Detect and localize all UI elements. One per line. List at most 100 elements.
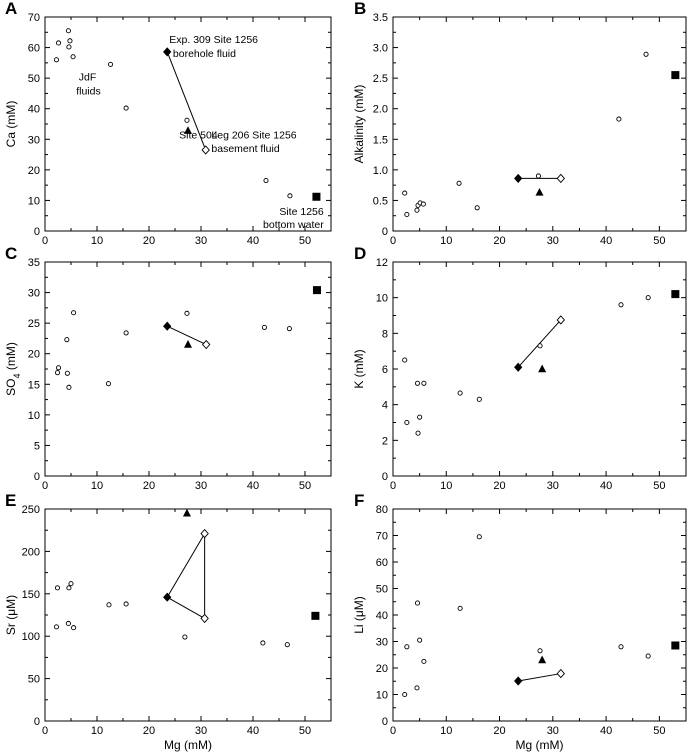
y-tick-label: 30 <box>376 637 388 649</box>
y-tick-label: 150 <box>22 589 40 601</box>
x-tick-label: 20 <box>493 480 505 492</box>
y-tick-label: 6 <box>382 364 388 376</box>
data-point-open-circle <box>414 600 421 606</box>
y-tick-label: 10 <box>376 690 388 702</box>
data-point-open-circle <box>66 44 72 50</box>
y-tick-label: 12 <box>376 257 388 269</box>
annotation-label: Site 504 <box>179 129 218 141</box>
y-tick-label: 35 <box>28 257 40 269</box>
x-tick-label: 40 <box>600 725 612 737</box>
data-point-open-circle <box>123 105 129 111</box>
data-point-filled-diamond <box>163 321 172 331</box>
y-tick-label: 1.5 <box>373 134 388 146</box>
data-point-filled-square <box>312 192 321 201</box>
x-tick-label: 40 <box>247 480 259 492</box>
plot-frame <box>44 261 332 477</box>
data-point-open-diamond <box>201 145 210 155</box>
data-point-open-diamond <box>200 613 209 624</box>
y-tick-label: 20 <box>376 663 388 675</box>
x-tick-label: 10 <box>91 480 103 492</box>
y-tick-label: 80 <box>376 504 388 516</box>
x-tick-label: 30 <box>195 725 207 737</box>
data-point-open-circle <box>105 381 111 387</box>
data-point-open-circle <box>414 380 421 386</box>
data-point-filled-diamond <box>514 362 523 372</box>
panel-letter: E <box>5 491 16 510</box>
data-point-filled-triangle <box>182 508 191 517</box>
data-point-open-circle <box>456 180 462 186</box>
data-point-open-circle <box>537 343 543 349</box>
y-tick-label: 1.0 <box>373 165 388 177</box>
y-tick-label: 0 <box>34 226 40 238</box>
x-axis-label: Mg (mM) <box>516 738 564 752</box>
y-axis-label: Li (μM) <box>352 596 366 634</box>
data-point-open-circle <box>645 295 651 301</box>
data-point-filled-diamond <box>163 47 172 57</box>
x-axis-label: Mg (mM) <box>164 738 212 752</box>
x-tick-label: 30 <box>547 725 559 737</box>
y-tick-label: 3.0 <box>373 43 388 55</box>
y-tick-label: 8 <box>382 328 388 340</box>
x-tick-label: 30 <box>547 235 559 247</box>
y-tick-label: 15 <box>28 379 40 391</box>
y-tick-label: 250 <box>22 504 40 516</box>
x-tick-label: 0 <box>390 235 396 247</box>
data-point-open-circle <box>421 658 427 664</box>
data-point-open-circle <box>107 61 114 67</box>
y-tick-label: 50 <box>376 584 388 596</box>
y-tick-label: 10 <box>28 195 40 207</box>
data-point-open-circle <box>53 624 59 630</box>
y-tick-label: 3.5 <box>373 12 388 24</box>
data-point-open-circle <box>284 642 290 648</box>
y-tick-label: 0 <box>382 716 388 728</box>
x-tick-label: 10 <box>91 725 103 737</box>
data-point-open-circle <box>66 585 72 591</box>
data-point-open-circle <box>618 302 624 308</box>
data-point-filled-square <box>312 286 321 295</box>
plot-frame <box>392 16 687 232</box>
y-tick-label: 60 <box>376 557 388 569</box>
y-tick-label: 30 <box>28 134 40 146</box>
x-tick-label: 30 <box>195 480 207 492</box>
y-tick-label: 0 <box>34 471 40 483</box>
x-tick-label: 20 <box>143 235 155 247</box>
plot-frame <box>392 261 687 477</box>
plot-frame <box>392 508 687 722</box>
data-point-open-diamond <box>200 528 209 539</box>
data-point-open-circle <box>414 207 420 213</box>
y-tick-label: 5 <box>34 440 40 452</box>
y-tick-label: 2 <box>382 435 388 447</box>
x-tick-label: 50 <box>653 235 665 247</box>
x-tick-label: 40 <box>600 480 612 492</box>
x-tick-label: 40 <box>247 235 259 247</box>
data-point-open-circle <box>421 380 427 386</box>
panel-c: C 0 10 20 30 40 50 0 5 10 15 20 25 30 35 SO4 (mM) <box>4 244 332 492</box>
data-point-open-circle <box>402 190 408 196</box>
y-tick-label: 20 <box>28 165 40 177</box>
data-point-open-circle <box>184 117 190 123</box>
x-tick-label: 10 <box>91 235 103 247</box>
y-tick-label: 70 <box>28 12 40 24</box>
annotation-label: JdF <box>79 72 97 84</box>
y-axis-label: Sr (μM) <box>4 595 18 635</box>
panel-e: E 0 10 20 30 40 50 0 50 100 150 200 250 Sr (μM) Mg (mM… <box>4 491 332 752</box>
data-point-open-circle <box>71 625 77 631</box>
data-point-open-circle <box>616 116 622 122</box>
data-point-filled-square <box>671 290 680 299</box>
panel-d: D 0 10 20 30 40 50 0 2 4 6 8 10 12 K (mM) <box>352 244 687 492</box>
x-tick-label: 40 <box>247 725 259 737</box>
annotation-label: basement fluid <box>211 143 279 155</box>
x-tick-label: 10 <box>440 235 452 247</box>
x-tick-label: 30 <box>195 235 207 247</box>
y-tick-label: 0 <box>382 226 388 238</box>
data-point-open-circle <box>645 653 651 659</box>
annotation-label: Exp. 309 Site 1256 <box>169 34 258 46</box>
data-point-open-circle <box>404 644 410 650</box>
x-tick-label: 0 <box>390 480 396 492</box>
data-point-open-circle <box>106 602 112 608</box>
annotation-label: borehole fluid <box>173 48 236 60</box>
data-point-open-diamond <box>201 339 211 350</box>
annotation-label: Leg 206 Site 1256 <box>211 129 296 141</box>
y-tick-label: 40 <box>376 610 388 622</box>
